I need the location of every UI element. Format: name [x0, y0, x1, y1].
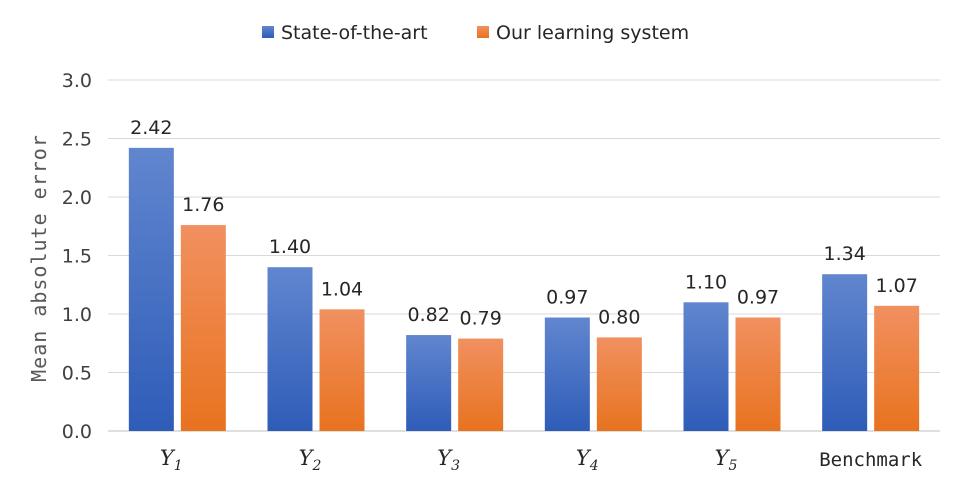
- x-axis-labels: Y1 Y2 Y3 Y4 Y5 Benchmark: [160, 446, 923, 474]
- legend-label-our-learning-system: Our learning system: [496, 22, 689, 44]
- bar-state-of-the-art: [683, 302, 729, 431]
- y-axis-label: Mean absolute error: [27, 134, 51, 382]
- data-label-state-of-the-art: 0.82: [408, 304, 450, 326]
- data-label-state-of-the-art: 1.40: [269, 236, 311, 258]
- x-tick-label: Y4: [576, 446, 599, 474]
- x-tick-label: Y5: [715, 446, 738, 474]
- x-tick-label-sub: 3: [451, 458, 460, 474]
- x-tick-label-sub: 4: [589, 458, 599, 474]
- data-label-our-learning-system: 1.76: [182, 194, 224, 216]
- bar-our-learning-system: [874, 305, 920, 431]
- bars: [128, 147, 920, 432]
- y-tick-label: 2.0: [62, 187, 92, 209]
- data-label-our-learning-system: 1.07: [876, 275, 918, 297]
- legend-swatch-our-learning-system: [477, 26, 489, 38]
- data-label-state-of-the-art: 1.10: [685, 271, 727, 293]
- y-tick-label: 0.0: [62, 421, 92, 443]
- bar-our-learning-system: [596, 337, 642, 431]
- y-tick-label: 0.5: [62, 363, 92, 385]
- data-labels: 2.42 1.76 1.40 1.04 0.82 0.79 0.97 0.80 1.10 0.97…: [130, 117, 918, 330]
- bar-our-learning-system: [319, 309, 365, 431]
- data-label-our-learning-system: 0.97: [737, 287, 779, 309]
- legend: State-of-the-art Our learning system: [262, 22, 689, 44]
- x-tick-label: Y2: [299, 446, 322, 474]
- x-tick-label: Benchmark: [819, 449, 923, 471]
- x-tick-label: Y1: [160, 446, 183, 474]
- data-label-state-of-the-art: 0.97: [546, 287, 588, 309]
- x-tick-label-sub: 5: [728, 458, 737, 474]
- x-tick-label-sub: 2: [311, 458, 321, 474]
- data-label-state-of-the-art: 1.34: [824, 243, 866, 265]
- legend-label-state-of-the-art: State-of-the-art: [281, 22, 428, 44]
- bar-state-of-the-art: [406, 335, 452, 431]
- y-tick-label: 1.5: [62, 246, 92, 268]
- x-tick-label-main: Y: [299, 446, 315, 470]
- data-label-state-of-the-art: 2.42: [130, 117, 172, 139]
- data-label-our-learning-system: 0.80: [598, 306, 640, 328]
- bar-our-learning-system: [180, 225, 226, 431]
- y-tick-label: 3.0: [62, 70, 92, 92]
- data-label-our-learning-system: 0.79: [460, 308, 502, 330]
- legend-swatch-state-of-the-art: [262, 26, 274, 38]
- data-label-our-learning-system: 1.04: [321, 278, 363, 300]
- x-tick-label-main: Y: [160, 446, 176, 470]
- y-axis-ticks: 0.0 0.5 1.0 1.5 2.0 2.5 3.0: [62, 70, 92, 443]
- bar-our-learning-system: [458, 338, 504, 431]
- bar-state-of-the-art: [544, 317, 590, 431]
- x-tick-label-main: Y: [437, 446, 453, 470]
- x-tick-label: Y3: [437, 446, 460, 474]
- x-tick-label-sub: 1: [174, 458, 183, 474]
- y-tick-label: 1.0: [62, 304, 92, 326]
- bar-state-of-the-art: [128, 147, 174, 432]
- x-tick-label-main: Y: [715, 446, 731, 470]
- gridlines: [108, 79, 940, 432]
- x-tick-label-main: Y: [576, 446, 592, 470]
- y-tick-label: 2.5: [62, 129, 92, 151]
- bar-state-of-the-art: [267, 267, 313, 431]
- bar-our-learning-system: [735, 317, 781, 431]
- bar-state-of-the-art: [822, 274, 868, 431]
